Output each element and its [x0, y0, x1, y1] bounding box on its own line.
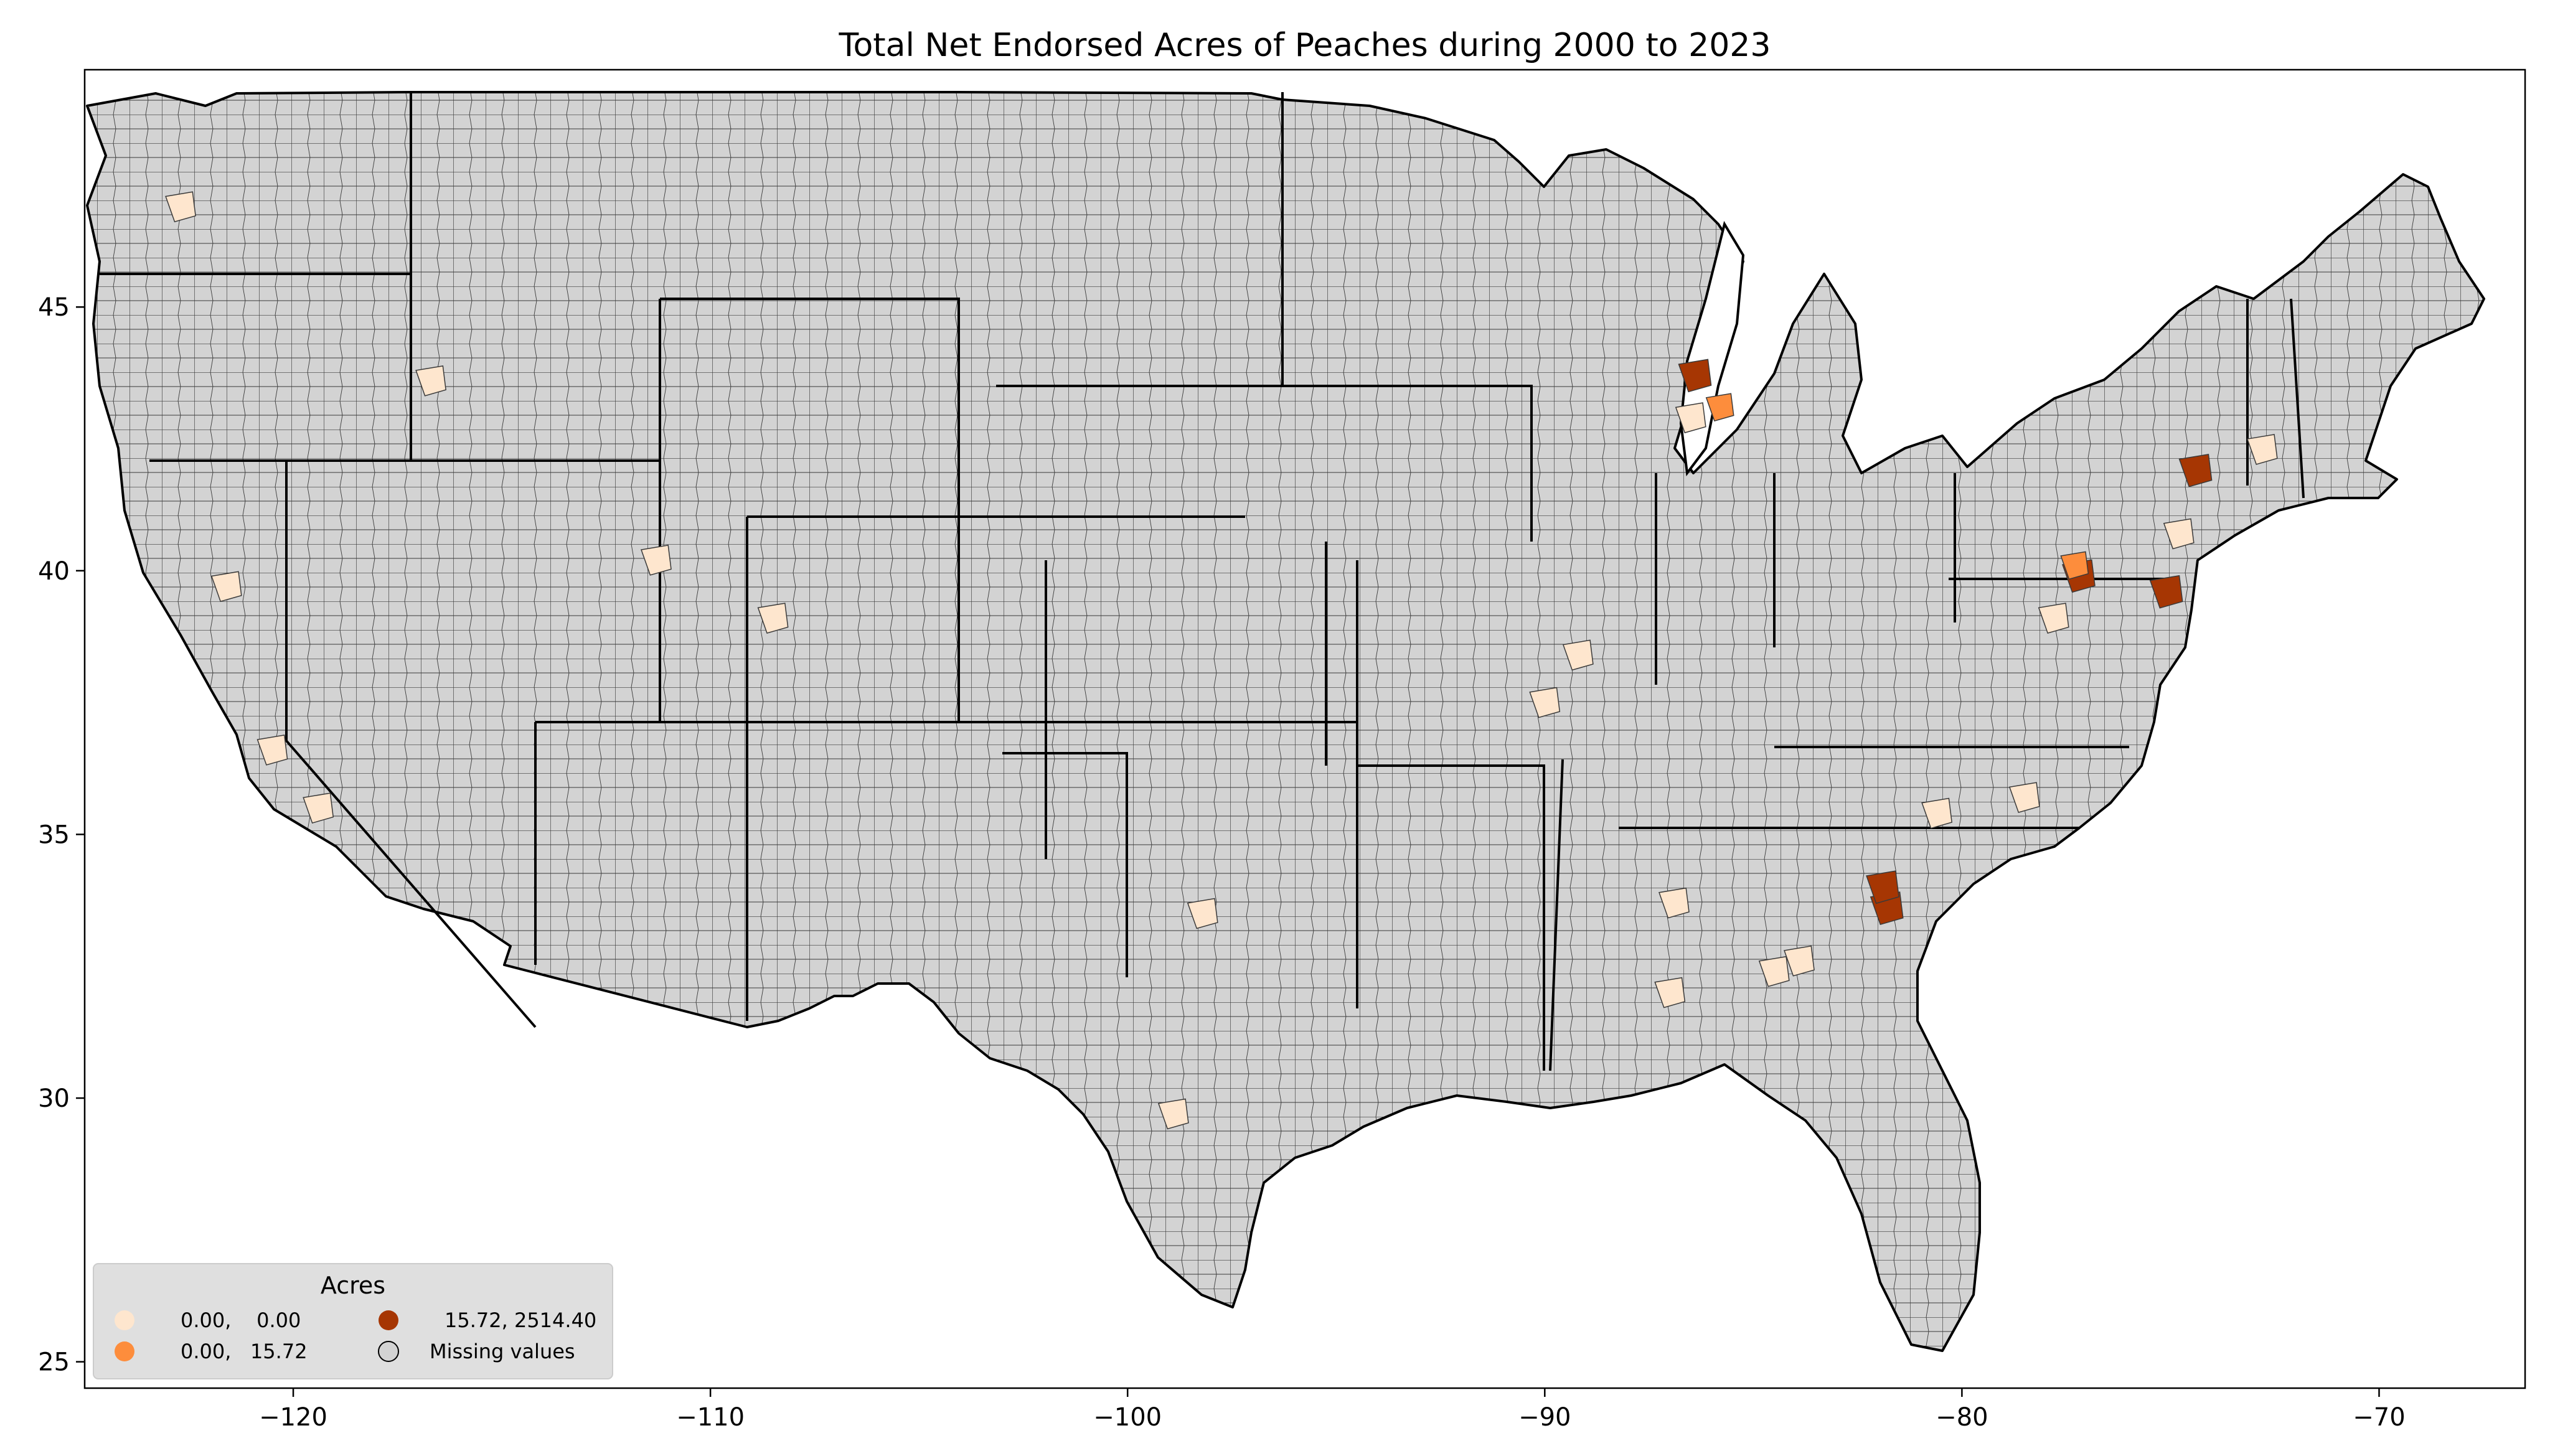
legend-marker-missing — [378, 1341, 399, 1362]
county-low — [1157, 1098, 1189, 1130]
county-low — [1675, 402, 1706, 434]
x-tick-label: −90 — [1518, 1403, 1571, 1432]
legend-label-missing: Missing values — [430, 1340, 575, 1363]
county-low — [1187, 898, 1218, 929]
county-high — [2149, 575, 2183, 609]
county-low — [1758, 956, 1790, 987]
x-tick-label: −110 — [676, 1403, 745, 1432]
legend-marker-mid — [115, 1341, 134, 1361]
county-high — [1678, 359, 1712, 393]
legend-marker-low — [115, 1310, 134, 1330]
county-mid — [2060, 551, 2089, 580]
county-low — [1921, 797, 1953, 829]
county-high — [2178, 454, 2213, 487]
legend-label-mid: 0.00, 15.72 — [181, 1340, 308, 1363]
county-low — [1654, 977, 1686, 1008]
county-high — [1866, 870, 1899, 904]
county-low — [1562, 639, 1594, 671]
county-low — [757, 603, 789, 634]
x-tick-label: −70 — [2353, 1403, 2405, 1432]
y-tick-label: 25 — [38, 1348, 70, 1377]
y-axis: 45 40 35 30 25 — [38, 293, 85, 1377]
legend: Acres 0.00, 0.00 0.00, 15.72 15.72, 2514… — [93, 1263, 613, 1379]
legend-marker-high — [379, 1310, 398, 1330]
y-tick-label: 35 — [38, 820, 70, 849]
county-low — [1784, 945, 1815, 977]
x-tick-label: −120 — [259, 1403, 327, 1432]
y-tick-label: 30 — [38, 1084, 70, 1113]
county-low — [1658, 887, 1690, 919]
county-low — [210, 571, 242, 603]
x-tick-label: −100 — [1093, 1403, 1162, 1432]
county-mid — [1705, 393, 1734, 422]
x-tick-label: −80 — [1936, 1403, 1988, 1432]
county-low — [2163, 518, 2195, 550]
county-low — [641, 545, 672, 576]
x-axis: −120 −110 −100 −90 −80 −70 — [259, 1388, 2406, 1432]
state-boundaries — [100, 92, 2305, 1071]
county-low — [165, 191, 196, 223]
county-low — [2008, 782, 2040, 814]
legend-box — [93, 1263, 613, 1379]
map-title: Total Net Endorsed Acres of Peaches duri… — [839, 27, 1771, 64]
county-low — [303, 792, 334, 824]
y-tick-label: 45 — [38, 293, 70, 322]
y-tick-label: 40 — [38, 557, 70, 586]
county-low — [2246, 434, 2278, 465]
legend-title: Acres — [321, 1272, 385, 1299]
county-low — [1529, 687, 1561, 718]
county-low — [415, 365, 446, 397]
legend-label-low: 0.00, 0.00 — [181, 1308, 301, 1332]
legend-label-high: 15.72, 2514.40 — [445, 1308, 596, 1332]
county-low — [2038, 603, 2069, 634]
county-low — [256, 735, 288, 766]
highlighted-counties — [165, 191, 2278, 1130]
